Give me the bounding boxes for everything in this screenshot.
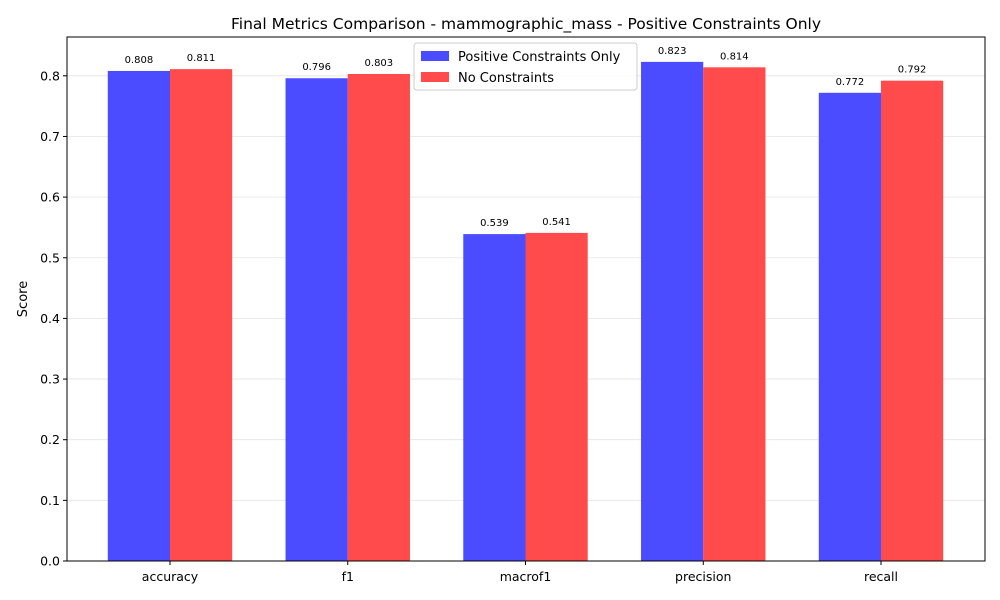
legend-swatch — [421, 72, 449, 82]
bar-macrof1-no-constraints — [525, 232, 588, 561]
bar-f1-no-constraints — [347, 73, 410, 562]
y-tick-label: 0.4 — [40, 311, 60, 326]
data-label: 0.811 — [187, 53, 216, 64]
bars — [107, 61, 944, 562]
y-tick-label: 0.1 — [40, 493, 60, 508]
data-label: 0.539 — [480, 218, 509, 229]
data-label: 0.792 — [898, 65, 927, 76]
y-tick-label: 0.3 — [40, 372, 60, 387]
bar-f1-positive-constraints-only — [285, 78, 348, 562]
bar-accuracy-no-constraints — [170, 69, 233, 561]
data-label: 0.823 — [658, 46, 687, 57]
x-tick-label: f1 — [342, 569, 354, 584]
x-axis: accuracy f1 macrof1 precision recall — [142, 561, 898, 584]
bar-precision-positive-constraints-only — [641, 61, 704, 561]
y-tick-label: 0.0 — [40, 554, 60, 569]
bar-macrof1-positive-constraints-only — [463, 234, 526, 561]
y-tick-label: 0.2 — [40, 432, 60, 447]
y-axis-label: Score — [16, 281, 31, 317]
data-label: 0.541 — [542, 217, 571, 228]
data-label: 0.808 — [125, 55, 154, 66]
y-tick-label: 0.8 — [40, 68, 60, 83]
y-tick-label: 0.6 — [40, 190, 60, 205]
y-tick-label: 0.7 — [40, 129, 60, 144]
x-tick-label: macrof1 — [500, 569, 552, 584]
data-label: 0.803 — [365, 58, 394, 69]
y-axis: 0.0 0.1 0.2 0.3 0.4 0.5 0.6 0.7 0.8 — [40, 68, 67, 569]
data-label: 0.796 — [302, 62, 331, 73]
y-tick-label: 0.5 — [40, 250, 60, 265]
legend-label: No Constraints — [458, 71, 554, 86]
data-labels: 0.808 0.811 0.796 0.803 0.539 0.541 0.823 0.814… — [125, 46, 927, 229]
legend: Positive Constraints Only No Constraints — [413, 42, 638, 91]
x-tick-label: accuracy — [142, 569, 199, 584]
bar-precision-no-constraints — [703, 67, 766, 562]
x-tick-label: recall — [864, 569, 898, 584]
legend-swatch — [421, 51, 449, 61]
legend-box — [413, 42, 638, 91]
legend-label: Positive Constraints Only — [458, 50, 621, 65]
bar-accuracy-positive-constraints-only — [107, 70, 170, 562]
bar-recall-no-constraints — [881, 80, 944, 562]
chart-title: Final Metrics Comparison - mammographic_… — [231, 15, 821, 34]
x-tick-label: precision — [675, 569, 731, 584]
data-label: 0.772 — [836, 77, 865, 88]
bar-recall-positive-constraints-only — [818, 92, 881, 561]
data-label: 0.814 — [720, 51, 749, 62]
